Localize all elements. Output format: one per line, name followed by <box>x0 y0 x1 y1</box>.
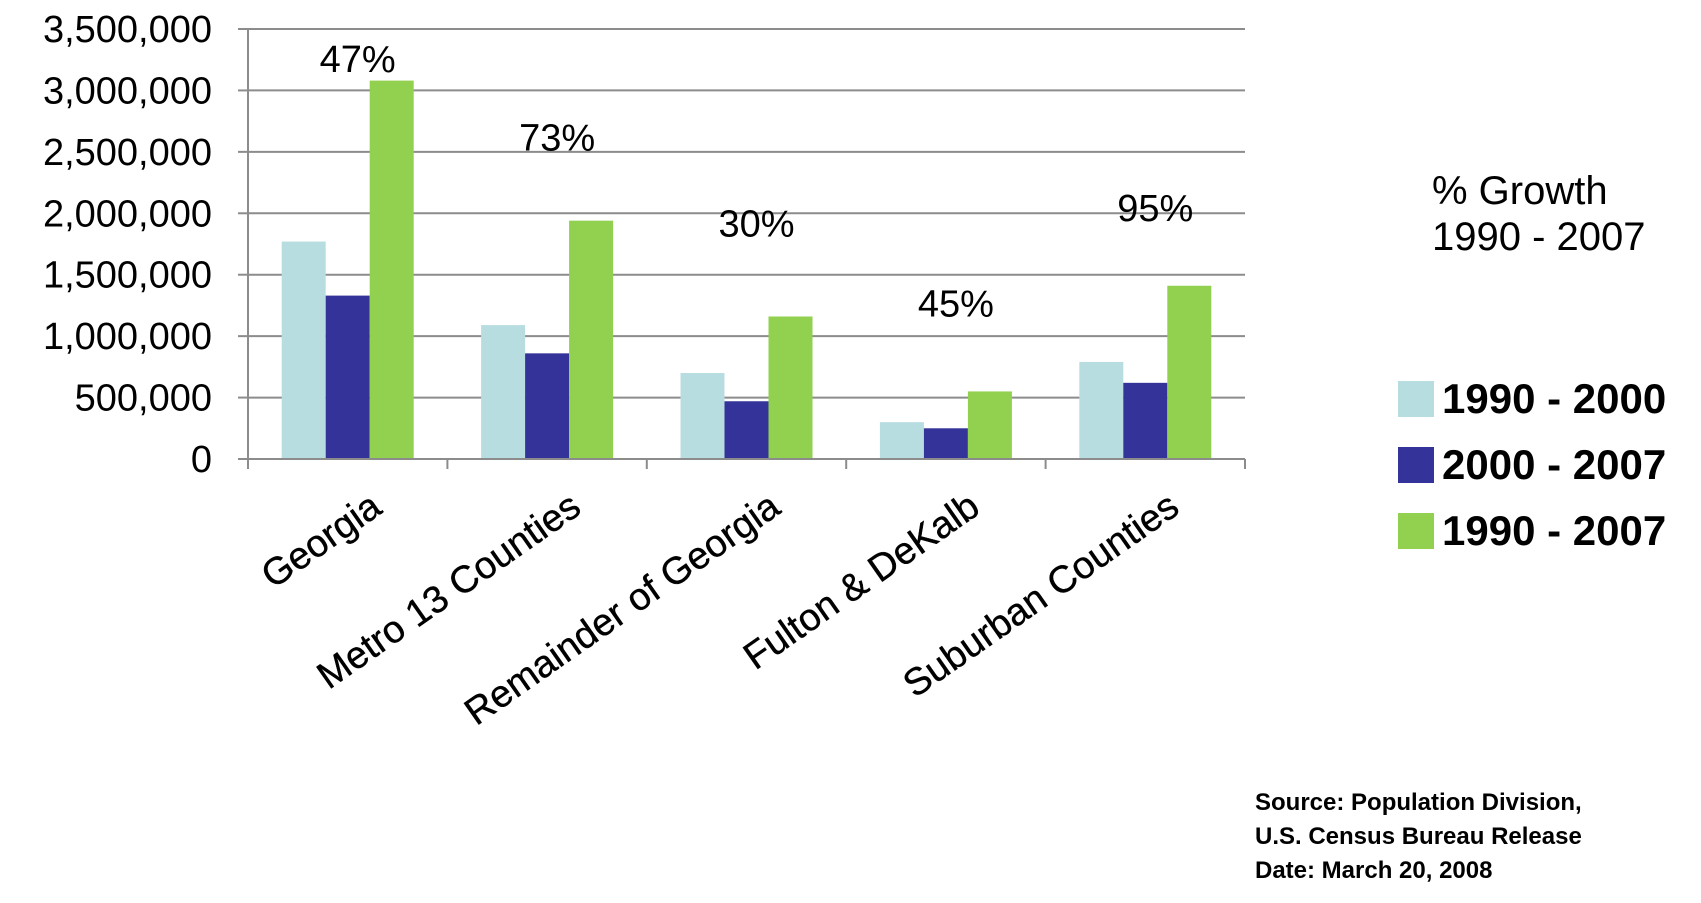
bar <box>1167 285 1212 459</box>
gridlines <box>248 28 1245 399</box>
bar <box>369 80 414 459</box>
percent-annotation: 73% <box>519 118 595 160</box>
y-tick-label: 2,500,000 <box>43 132 212 174</box>
bar <box>680 373 725 459</box>
axes <box>238 28 1246 469</box>
source-line: Source: Population Division, <box>1255 789 1582 816</box>
bar <box>1079 361 1124 459</box>
percent-annotation: 95% <box>1117 188 1193 230</box>
percent-annotations: 47% 73% 30% 45% 95% <box>320 39 1194 325</box>
bar <box>967 391 1012 459</box>
legend-label: 2000 - 2007 <box>1442 441 1667 488</box>
legend-item: 2000 - 2007 <box>1398 432 1666 498</box>
category-label: Georgia <box>254 484 390 596</box>
legend-item: 1990 - 2007 <box>1398 498 1666 564</box>
source-line: U.S. Census Bureau Release <box>1255 823 1582 850</box>
legend-swatch <box>1398 381 1434 417</box>
bar <box>724 401 769 459</box>
bars <box>281 80 1212 459</box>
category-label: Remainder of Georgia <box>457 484 788 733</box>
legend-title-line: % Growth <box>1432 169 1608 213</box>
source-line: Date: March 20, 2008 <box>1255 857 1493 884</box>
legend-label: 1990 - 2007 <box>1442 507 1667 554</box>
bar <box>481 325 526 459</box>
bar <box>325 295 370 459</box>
legend-swatch <box>1398 513 1434 549</box>
percent-annotation: 45% <box>918 283 994 325</box>
bar <box>1123 382 1168 459</box>
y-tick-labels: 0 500,000 1,000,000 1,500,000 2,000,000 2,500… <box>43 9 212 481</box>
percent-annotation: 30% <box>718 203 794 245</box>
legend-title: % Growth 1990 - 2007 <box>1432 168 1646 260</box>
legend-swatch <box>1398 447 1434 483</box>
bar <box>569 220 614 459</box>
legend-title-line: 1990 - 2007 <box>1432 215 1646 259</box>
bar <box>768 316 813 459</box>
y-tick-label: 2,000,000 <box>43 193 212 235</box>
legend: 1990 - 2000 2000 - 2007 1990 - 2007 <box>1398 366 1666 564</box>
y-tick-label: 3,500,000 <box>43 9 212 51</box>
bar <box>525 353 570 459</box>
legend-label: 1990 - 2000 <box>1442 375 1667 422</box>
bar <box>923 428 968 459</box>
bar <box>281 241 326 459</box>
y-tick-label: 1,500,000 <box>43 255 212 297</box>
y-tick-label: 3,000,000 <box>43 70 212 112</box>
y-tick-label: 0 <box>191 439 212 481</box>
y-tick-label: 1,000,000 <box>43 316 212 358</box>
percent-annotation: 47% <box>320 39 396 81</box>
y-tick-label: 500,000 <box>75 378 212 420</box>
bar <box>879 422 924 459</box>
source-note: Source: Population Division, U.S. Census… <box>1255 786 1582 888</box>
legend-item: 1990 - 2000 <box>1398 366 1666 432</box>
